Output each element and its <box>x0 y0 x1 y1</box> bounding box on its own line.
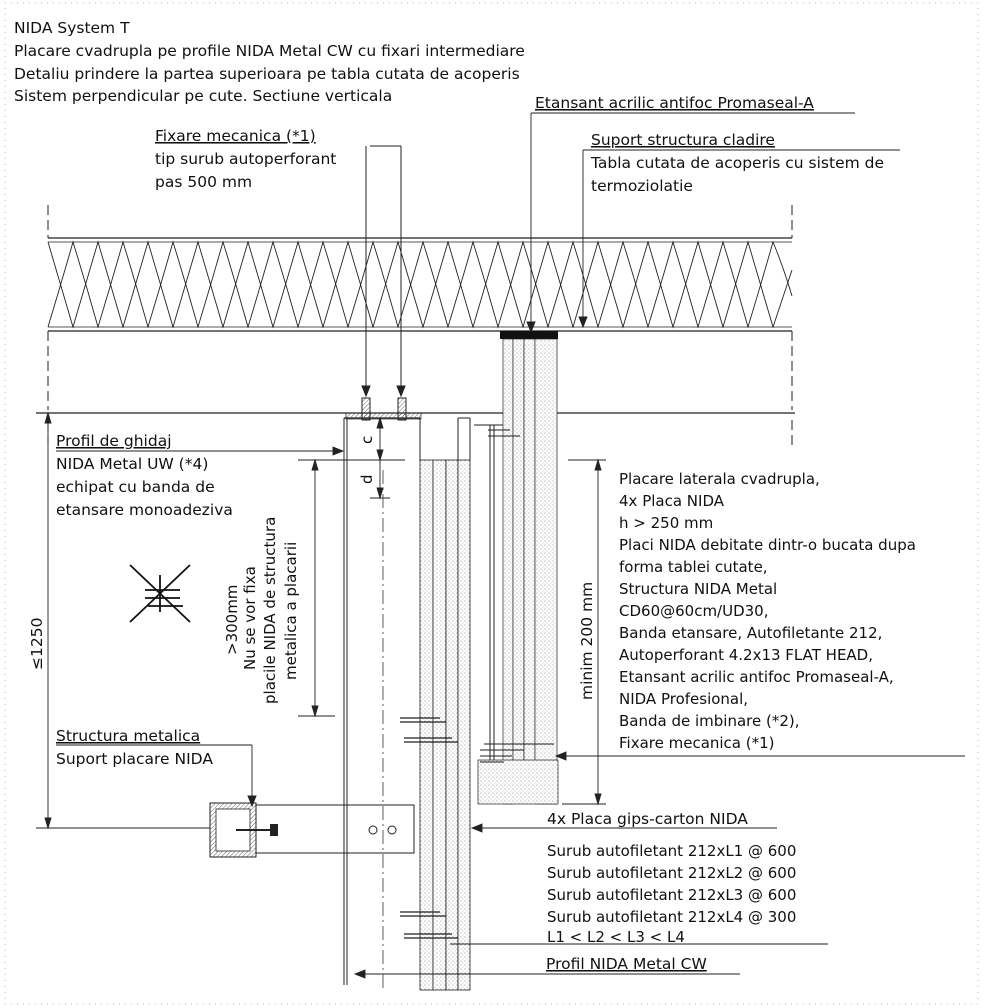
surub-item: Surub autofiletant 212xL1 @ 600 <box>547 842 796 860</box>
title-line-1: NIDA System T <box>14 19 130 37</box>
surub-item: Surub autofiletant 212xL2 @ 600 <box>547 864 796 882</box>
callout-fixare: Fixare mecanica (*1) tip surub autoperfo… <box>155 127 336 191</box>
svg-text:Fixare mecanica (*1): Fixare mecanica (*1) <box>155 127 316 145</box>
support-structure <box>209 802 415 858</box>
placare-item: Etansant acrilic antifoc Promaseal-A, <box>619 668 894 686</box>
label-placa: 4x Placa gips-carton NIDA <box>547 810 748 828</box>
board-layer-3 <box>445 459 459 991</box>
svg-text:tip surub autoperforant: tip surub autoperforant <box>155 150 336 168</box>
svg-text:etansare monoadeziva: etansare monoadeziva <box>56 501 233 519</box>
placare-item: NIDA Profesional, <box>619 690 748 708</box>
dim-min-300: >300mm Nu se vor fixa placile NIDA de st… <box>223 517 300 704</box>
svg-text:termoziolatie: termoziolatie <box>591 177 693 195</box>
dim-minim-200: minim 200 mm <box>578 582 596 700</box>
placare-item: Structura NIDA Metal <box>619 580 777 598</box>
placare-list: Placare laterala cvadrupla, 4x Placa NID… <box>619 470 916 752</box>
header: NIDA System T Placare cvadrupla pe profi… <box>14 19 525 105</box>
svg-text:Suport placare NIDA: Suport placare NIDA <box>56 750 213 768</box>
svg-text:NIDA Metal UW (*4): NIDA Metal UW (*4) <box>56 455 208 473</box>
svg-text:Tabla cutata de acoperis cu si: Tabla cutata de acoperis cu sistem de <box>590 154 884 172</box>
board-layer-4 <box>457 459 471 991</box>
surub-item: Surub autofiletant 212xL3 @ 600 <box>547 886 796 904</box>
board-layer-1 <box>419 459 434 991</box>
placare-item: CD60@60cm/UD30, <box>619 602 769 620</box>
callout-structura: Structura metalica Suport placare NIDA <box>56 727 213 768</box>
placare-item: Banda de imbinare (*2), <box>619 712 800 730</box>
surub-item: Surub autofiletant 212xL4 @ 300 <box>547 908 796 926</box>
dim-max-height: ≤1250 <box>28 618 46 670</box>
lateral-cladding <box>474 331 559 805</box>
no-fix-symbol <box>129 564 191 623</box>
svg-text:echipat cu banda de: echipat cu banda de <box>56 478 215 496</box>
board-layer-2 <box>432 459 447 991</box>
top-screws <box>361 145 407 421</box>
svg-text:placile NIDA de structura: placile NIDA de structura <box>261 517 279 704</box>
placare-item: forma tablei cutate, <box>619 558 768 576</box>
dimensions <box>36 411 606 830</box>
surub-item: L1 < L2 < L3 < L4 <box>547 928 685 946</box>
svg-text:Structura metalica: Structura metalica <box>56 727 200 745</box>
title-line-3: Detaliu prindere la partea superioara pe… <box>14 65 520 83</box>
placare-item: Fixare mecanica (*1) <box>619 734 775 752</box>
svg-text:Nu se vor fixa: Nu se vor fixa <box>241 566 259 670</box>
surub-list: Surub autofiletant 212xL1 @ 600 Surub au… <box>547 842 796 946</box>
svg-text:>300mm: >300mm <box>223 585 241 655</box>
callout-suport: Suport structura cladire Tabla cutata de… <box>590 131 884 195</box>
label-profil-cw: Profil NIDA Metal CW <box>546 955 707 973</box>
callout-profil-ghidaj: Profil de ghidaj NIDA Metal UW (*4) echi… <box>56 432 233 519</box>
dim-d: d <box>358 474 376 484</box>
svg-text:Suport structura cladire: Suport structura cladire <box>591 131 775 149</box>
frame-border <box>4 2 979 1005</box>
placare-item: Autoperforant 4.2x13 FLAT HEAD, <box>619 646 873 664</box>
svg-text:Profil de ghidaj: Profil de ghidaj <box>56 432 172 450</box>
title-line-4: Sistem perpendicular pe cute. Sectiune v… <box>14 87 392 105</box>
title-line-2: Placare cvadrupla pe profile NIDA Metal … <box>14 42 525 60</box>
leader-lines <box>56 112 965 979</box>
label-etansant: Etansant acrilic antifoc Promaseal-A <box>535 94 814 112</box>
placare-item: Placi NIDA debitate dintr-o bucata dupa <box>619 536 916 554</box>
dim-c: c <box>358 436 376 444</box>
placare-item: Banda etansare, Autofiletante 212, <box>619 624 882 642</box>
wall-section <box>343 412 471 991</box>
insulation-zigzag <box>47 240 793 329</box>
placare-item: Placare laterala cvadrupla, <box>619 470 820 488</box>
placare-item: h > 250 mm <box>619 514 713 532</box>
svg-text:metalica a placarii: metalica a placarii <box>282 542 300 680</box>
placare-item: 4x Placa NIDA <box>619 492 725 510</box>
svg-text:pas 500 mm: pas 500 mm <box>155 173 252 191</box>
